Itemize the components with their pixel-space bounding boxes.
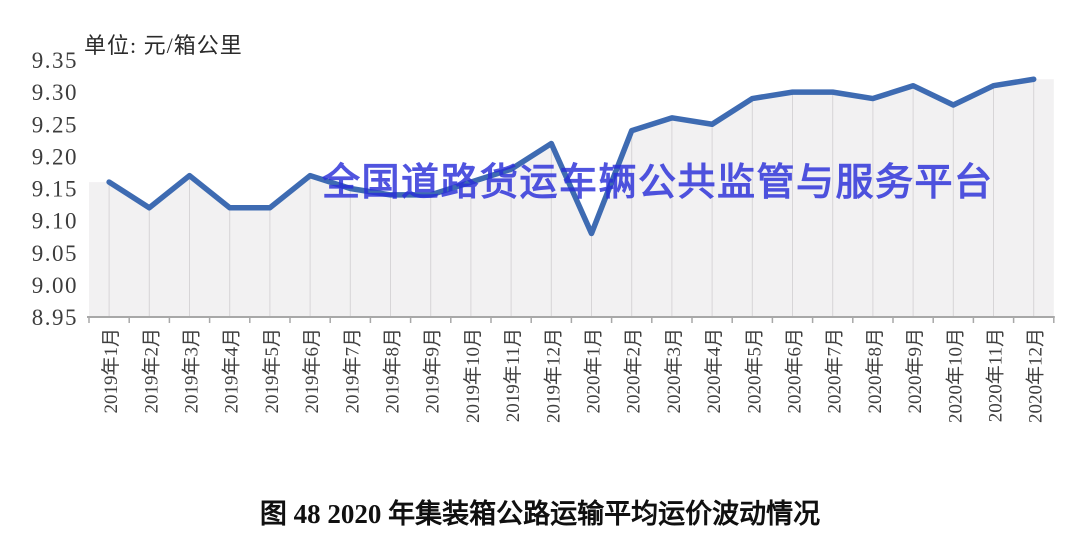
svg-text:2019年9月: 2019年9月 xyxy=(422,328,444,414)
svg-text:9.10: 9.10 xyxy=(32,209,78,234)
svg-text:9.25: 9.25 xyxy=(32,112,78,137)
svg-text:2019年12月: 2019年12月 xyxy=(542,328,564,423)
svg-text:2020年9月: 2020年9月 xyxy=(904,328,926,414)
svg-text:9.15: 9.15 xyxy=(32,177,78,202)
svg-text:2020年11月: 2020年11月 xyxy=(985,328,1007,422)
svg-text:2019年3月: 2019年3月 xyxy=(181,328,203,414)
svg-text:2019年2月: 2019年2月 xyxy=(140,328,162,414)
svg-text:2020年1月: 2020年1月 xyxy=(583,328,605,414)
svg-text:2020年8月: 2020年8月 xyxy=(864,328,886,414)
svg-text:2020年2月: 2020年2月 xyxy=(623,328,645,414)
svg-text:2019年7月: 2019年7月 xyxy=(341,328,363,414)
x-axis xyxy=(87,316,1055,323)
svg-text:2020年3月: 2020年3月 xyxy=(663,328,685,414)
svg-text:2019年1月: 2019年1月 xyxy=(100,328,122,414)
unit-label: 单位: 元/箱公里 xyxy=(84,33,243,58)
svg-text:8.95: 8.95 xyxy=(32,305,78,330)
svg-text:2020年5月: 2020年5月 xyxy=(743,328,765,414)
droplines xyxy=(108,79,1035,317)
x-axis-labels: 2019年1月 2019年2月 2019年3月 2019年4月 2019年5月 2019年… xyxy=(100,328,1047,423)
svg-text:2019年11月: 2019年11月 xyxy=(502,328,524,422)
area-fill xyxy=(89,79,1054,318)
svg-text:2020年4月: 2020年4月 xyxy=(703,328,725,414)
y-axis-labels: 8.95 9.00 9.05 9.10 9.15 9.20 9.25 9.30 9.35 xyxy=(32,48,78,330)
svg-text:9.30: 9.30 xyxy=(32,80,78,105)
svg-text:9.20: 9.20 xyxy=(32,144,78,169)
svg-text:9.35: 9.35 xyxy=(32,48,78,73)
svg-text:2019年8月: 2019年8月 xyxy=(382,328,404,414)
svg-text:2019年5月: 2019年5月 xyxy=(261,328,283,414)
figure-caption: 图 48 2020 年集装箱公路运输平均运价波动情况 xyxy=(259,499,821,529)
svg-text:2020年6月: 2020年6月 xyxy=(784,328,806,414)
svg-text:2019年6月: 2019年6月 xyxy=(301,328,323,414)
svg-text:2020年10月: 2020年10月 xyxy=(944,328,966,423)
svg-text:2020年7月: 2020年7月 xyxy=(824,328,846,414)
svg-text:9.05: 9.05 xyxy=(32,241,78,266)
freight-rate-line xyxy=(106,76,1037,237)
svg-text:2019年4月: 2019年4月 xyxy=(221,328,243,414)
svg-text:2019年10月: 2019年10月 xyxy=(462,328,484,423)
svg-text:2020年12月: 2020年12月 xyxy=(1025,328,1047,423)
freight-rate-line-chart: 8.95 9.00 9.05 9.10 9.15 9.20 9.25 9.30 9.35 2019… xyxy=(32,48,1055,423)
svg-text:9.00: 9.00 xyxy=(32,273,78,298)
